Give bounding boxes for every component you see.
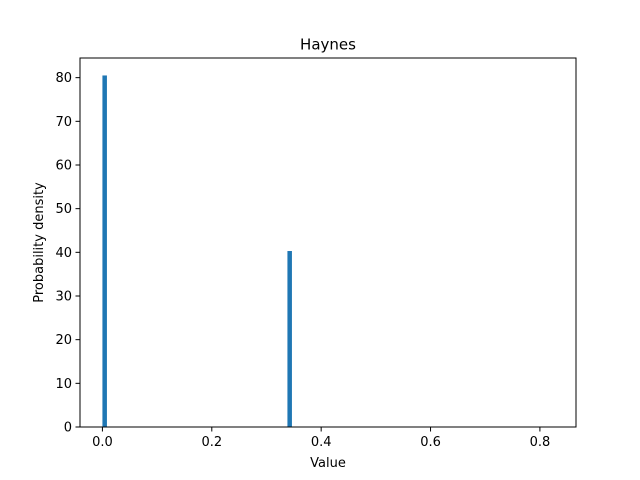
y-axis-ticks: 0 10 20 30 40 50 60 70 80 — [55, 71, 80, 436]
x-axis-label: Value — [310, 456, 346, 471]
y-tick-label: 10 — [55, 377, 72, 392]
y-tick-label: 20 — [55, 333, 72, 348]
histogram-bar-0 — [102, 75, 107, 427]
y-tick-label: 70 — [55, 115, 72, 130]
y-axis-label: Probability density — [32, 182, 47, 303]
histogram-bar-1 — [287, 251, 292, 427]
y-tick-label: 80 — [55, 71, 72, 86]
chart-title: Haynes — [300, 36, 356, 54]
x-tick-label: 0.2 — [201, 435, 222, 450]
y-tick-label: 40 — [55, 246, 72, 261]
y-tick-label: 60 — [55, 158, 72, 173]
bars-group — [102, 75, 292, 427]
y-tick-label: 30 — [55, 289, 72, 304]
plot-frame — [79, 57, 577, 428]
x-tick-label: 0.8 — [530, 435, 551, 450]
x-tick-label: 0.6 — [420, 435, 441, 450]
y-tick-label: 0 — [64, 421, 72, 436]
x-tick-label: 0.0 — [92, 435, 113, 450]
x-tick-label: 0.4 — [311, 435, 332, 450]
y-tick-label: 50 — [55, 202, 72, 217]
x-axis-ticks: 0.0 0.2 0.4 0.6 0.8 — [92, 427, 550, 450]
